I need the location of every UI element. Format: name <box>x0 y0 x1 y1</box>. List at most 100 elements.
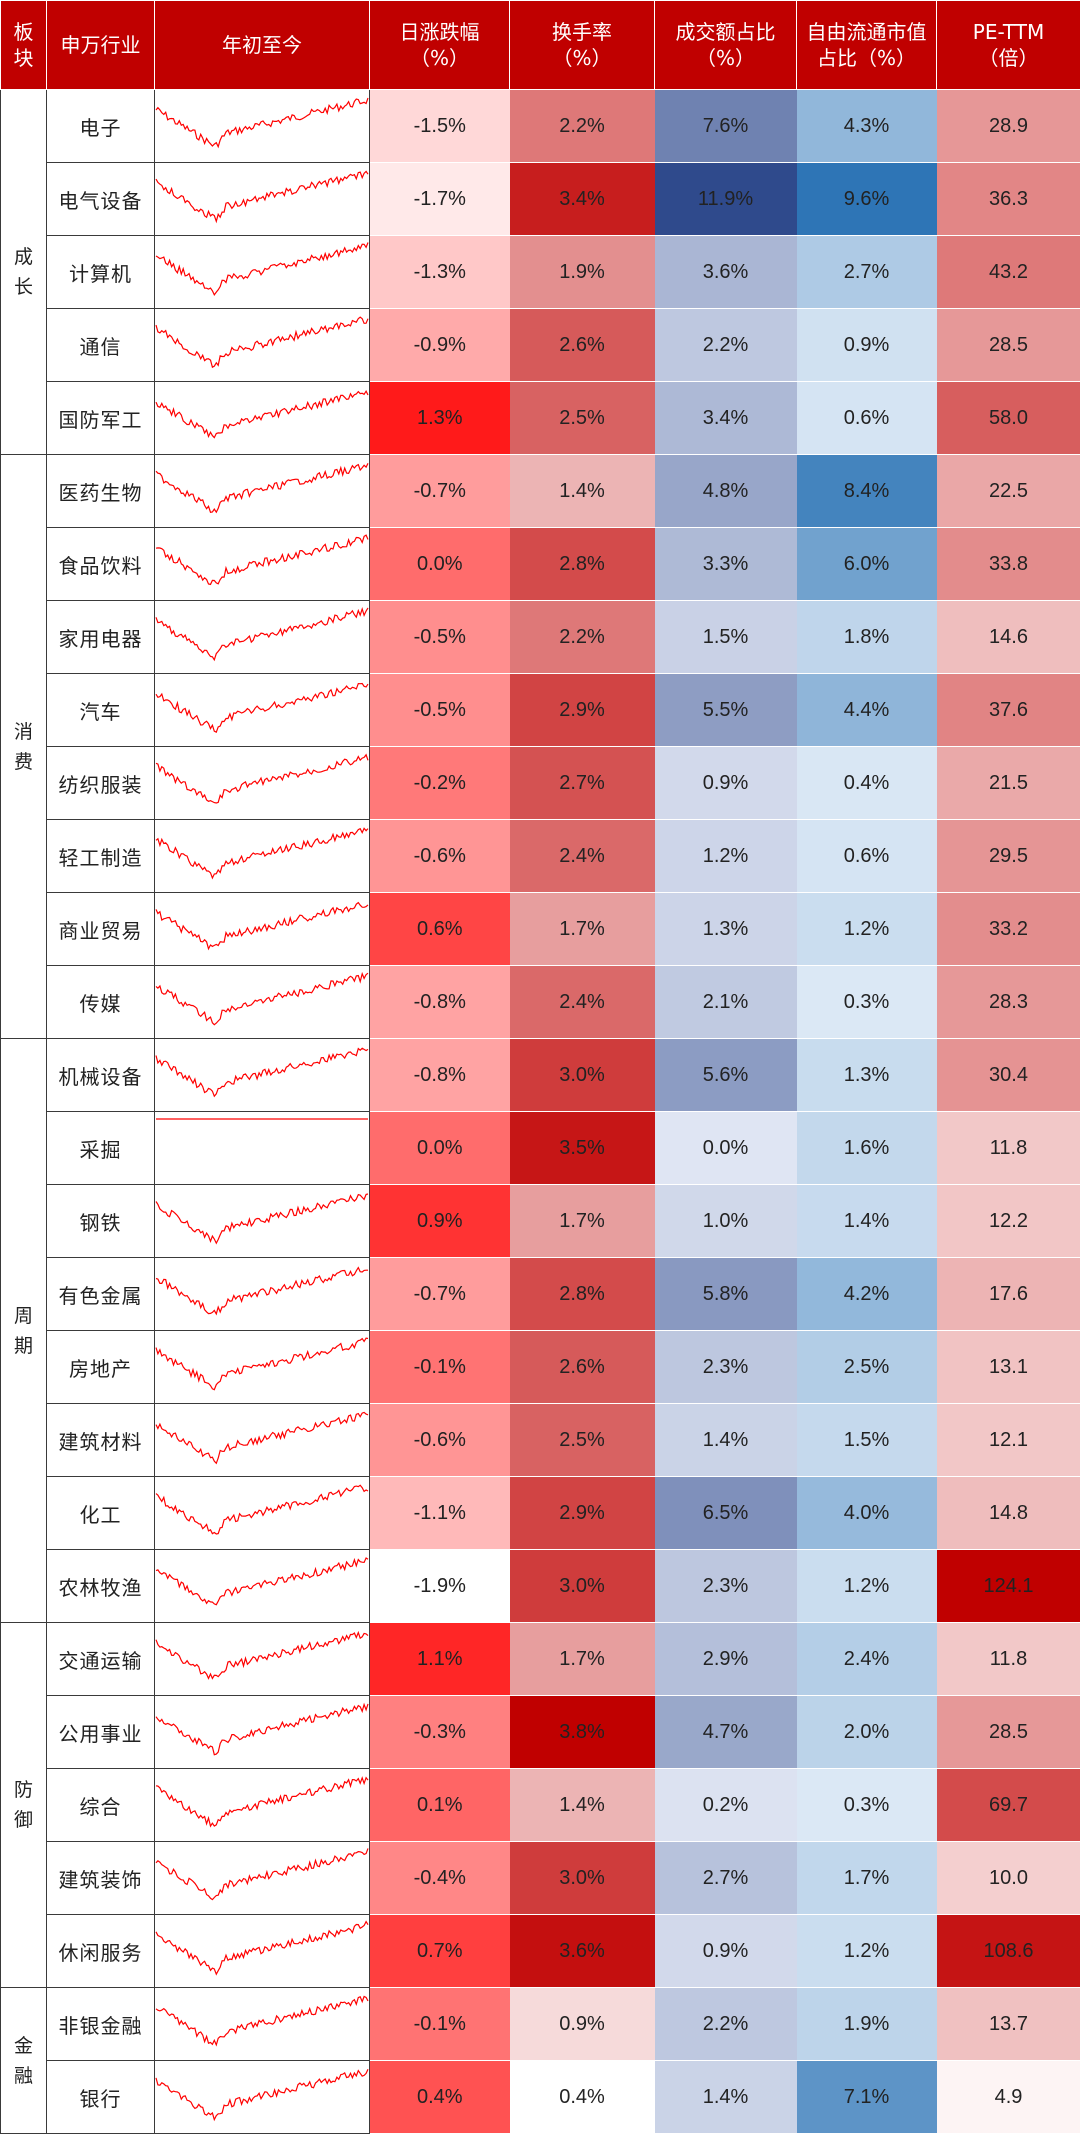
industry-name: 建筑装饰 <box>47 1842 155 1915</box>
table-row: 计算机-1.3%1.9%3.6%2.7%43.2 <box>1 236 1080 309</box>
table-row: 汽车-0.5%2.9%5.5%4.4%37.6 <box>1 674 1080 747</box>
pe-cell: 33.2 <box>937 893 1080 966</box>
ytd-sparkline-cell <box>155 382 370 455</box>
ytd-sparkline-path <box>156 828 368 878</box>
volume-share-cell: 0.2% <box>655 1769 797 1842</box>
ytd-sparkline-cell <box>155 1331 370 1404</box>
pe-cell: 43.2 <box>937 236 1080 309</box>
ytd-sparkline-cell <box>155 747 370 820</box>
turnover-cell: 2.6% <box>510 1331 655 1404</box>
pe-cell: 30.4 <box>937 1039 1080 1112</box>
ytd-sparkline-cell <box>155 1988 370 2061</box>
ytd-sparkline <box>155 896 369 962</box>
volume-share-cell: 1.2% <box>655 820 797 893</box>
float-cap-share-cell: 0.6% <box>797 820 937 893</box>
pe-cell: 12.1 <box>937 1404 1080 1477</box>
float-cap-share-cell: 0.9% <box>797 309 937 382</box>
pe-cell: 37.6 <box>937 674 1080 747</box>
volume-share-cell: 0.0% <box>655 1112 797 1185</box>
volume-share-cell: 2.2% <box>655 1988 797 2061</box>
daily-change-cell: 0.0% <box>370 1112 510 1185</box>
industry-name: 非银金融 <box>47 1988 155 2061</box>
ytd-sparkline-path <box>156 1268 368 1314</box>
sector-label: 成长 <box>1 90 47 455</box>
pe-cell: 124.1 <box>937 1550 1080 1623</box>
turnover-cell: 2.9% <box>510 1477 655 1550</box>
daily-change-cell: 0.9% <box>370 1185 510 1258</box>
float-cap-share-cell: 4.3% <box>797 90 937 163</box>
volume-share-cell: 3.6% <box>655 236 797 309</box>
industry-name: 汽车 <box>47 674 155 747</box>
ytd-sparkline-cell <box>155 1258 370 1331</box>
float-cap-share-cell: 0.6% <box>797 382 937 455</box>
pe-cell: 33.8 <box>937 528 1080 601</box>
table-row: 周期机械设备-0.8%3.0%5.6%1.3%30.4 <box>1 1039 1080 1112</box>
ytd-sparkline-cell <box>155 1623 370 1696</box>
table-row: 消费医药生物-0.7%1.4%4.8%8.4%22.5 <box>1 455 1080 528</box>
industry-name: 农林牧渔 <box>47 1550 155 1623</box>
float-cap-share-cell: 0.3% <box>797 966 937 1039</box>
ytd-sparkline-cell <box>155 1915 370 1988</box>
float-cap-share-cell: 4.2% <box>797 1258 937 1331</box>
industry-name: 家用电器 <box>47 601 155 674</box>
daily-change-cell: -0.9% <box>370 309 510 382</box>
ytd-sparkline-cell <box>155 601 370 674</box>
ytd-sparkline-cell <box>155 236 370 309</box>
float-cap-share-cell: 1.2% <box>797 1915 937 1988</box>
header-float-cap-share: 自由流通市值 占比（%） <box>797 1 937 90</box>
daily-change-cell: 0.6% <box>370 893 510 966</box>
daily-change-cell: -0.1% <box>370 1331 510 1404</box>
industry-name: 采掘 <box>47 1112 155 1185</box>
ytd-sparkline <box>155 1188 369 1254</box>
ytd-sparkline <box>155 1699 369 1765</box>
ytd-sparkline <box>155 1480 369 1546</box>
pe-cell: 13.1 <box>937 1331 1080 1404</box>
ytd-sparkline <box>155 1261 369 1327</box>
table-row: 公用事业-0.3%3.8%4.7%2.0%28.5 <box>1 1696 1080 1769</box>
ytd-sparkline-cell <box>155 455 370 528</box>
daily-change-cell: -0.6% <box>370 820 510 893</box>
turnover-cell: 1.9% <box>510 236 655 309</box>
ytd-sparkline-path <box>156 1848 368 1899</box>
volume-share-cell: 2.7% <box>655 1842 797 1915</box>
turnover-cell: 0.9% <box>510 1988 655 2061</box>
float-cap-share-cell: 1.6% <box>797 1112 937 1185</box>
sector-label-text: 金融 <box>12 2031 36 2091</box>
volume-share-cell: 2.3% <box>655 1550 797 1623</box>
ytd-sparkline <box>155 531 369 597</box>
daily-change-cell: -0.4% <box>370 1842 510 1915</box>
turnover-cell: 2.9% <box>510 674 655 747</box>
float-cap-share-cell: 0.4% <box>797 747 937 820</box>
daily-change-cell: 0.7% <box>370 1915 510 1988</box>
ytd-sparkline-path <box>156 1338 368 1390</box>
table-row: 轻工制造-0.6%2.4%1.2%0.6%29.5 <box>1 820 1080 893</box>
ytd-sparkline-path <box>156 1485 368 1534</box>
industry-name: 通信 <box>47 309 155 382</box>
pe-cell: 14.8 <box>937 1477 1080 1550</box>
ytd-sparkline <box>155 312 369 378</box>
industry-name: 机械设备 <box>47 1039 155 1112</box>
sector-label-text: 成长 <box>12 242 36 302</box>
float-cap-share-cell: 1.2% <box>797 1550 937 1623</box>
industry-name: 纺织服装 <box>47 747 155 820</box>
ytd-sparkline <box>155 239 369 305</box>
ytd-sparkline-path <box>156 171 368 221</box>
float-cap-share-cell: 1.9% <box>797 1988 937 2061</box>
pe-cell: 21.5 <box>937 747 1080 820</box>
table-row: 金融非银金融-0.1%0.9%2.2%1.9%13.7 <box>1 1988 1080 2061</box>
turnover-cell: 3.0% <box>510 1550 655 1623</box>
volume-share-cell: 5.8% <box>655 1258 797 1331</box>
ytd-sparkline-path <box>156 1194 368 1243</box>
ytd-sparkline <box>155 166 369 232</box>
daily-change-cell: -0.6% <box>370 1404 510 1477</box>
table-row: 农林牧渔-1.9%3.0%2.3%1.2%124.1 <box>1 1550 1080 1623</box>
turnover-cell: 3.5% <box>510 1112 655 1185</box>
industry-name: 计算机 <box>47 236 155 309</box>
ytd-sparkline-cell <box>155 1842 370 1915</box>
industry-name: 公用事业 <box>47 1696 155 1769</box>
turnover-cell: 2.8% <box>510 1258 655 1331</box>
ytd-sparkline-path <box>156 317 368 367</box>
pe-cell: 29.5 <box>937 820 1080 893</box>
ytd-sparkline-path <box>156 1412 368 1463</box>
